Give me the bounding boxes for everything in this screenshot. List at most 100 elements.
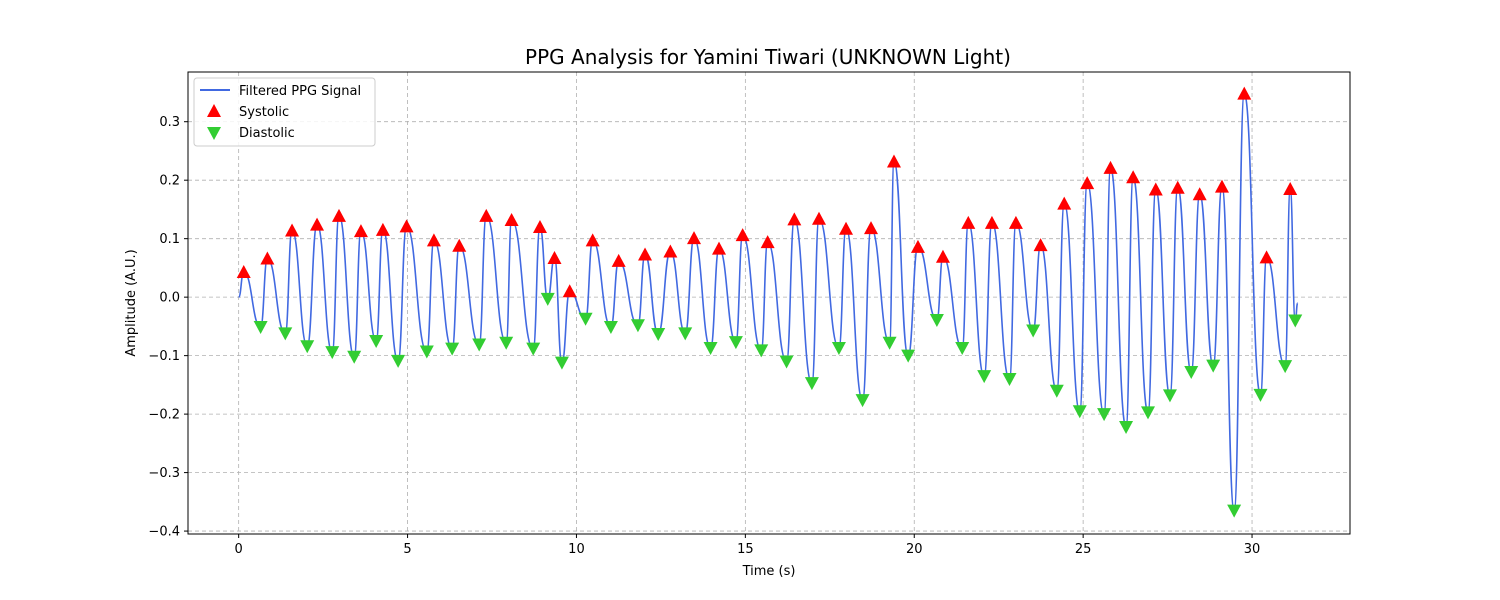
systolic-marker <box>910 239 925 253</box>
diastolic-marker <box>678 327 693 341</box>
systolic-marker <box>532 219 547 233</box>
x-tick-label: 15 <box>737 542 754 557</box>
diastolic-marker <box>1227 504 1242 518</box>
legend-label-signal: Filtered PPG Signal <box>239 84 361 99</box>
systolic-marker <box>331 208 346 222</box>
diastolic-marker <box>804 377 819 391</box>
systolic-marker <box>1192 187 1207 201</box>
y-tick-label: 0.0 <box>159 291 180 306</box>
legend-label-diastolic: Diastolic <box>239 126 295 141</box>
diastolic-marker <box>855 394 870 408</box>
systolic-marker <box>1259 250 1274 264</box>
diastolic-marker <box>977 370 992 384</box>
diastolic-marker <box>603 320 618 334</box>
systolic-marker <box>611 253 626 267</box>
diastolic-marker <box>703 342 718 356</box>
systolic-marker <box>285 223 300 237</box>
y-axis-title: Amplitude (A.U.) <box>124 249 139 356</box>
systolic-marker <box>375 222 390 236</box>
diastolic-marker <box>831 342 846 356</box>
markers-layer <box>236 86 1303 518</box>
x-tick-label: 30 <box>1244 542 1261 557</box>
systolic-marker <box>1214 179 1229 193</box>
systolic-marker <box>1283 181 1298 195</box>
diastolic-marker <box>754 344 769 358</box>
diastolic-marker <box>369 335 384 349</box>
diastolic-marker <box>1206 359 1221 373</box>
y-axis: −0.4 −0.3 −0.2 −0.1 0.0 0.1 0.2 0.3 <box>148 115 188 540</box>
x-axis: 0 5 10 15 20 25 30 <box>235 534 1261 557</box>
systolic-marker <box>712 241 727 255</box>
systolic-marker <box>1008 215 1023 229</box>
legend: Filtered PPG Signal Systolic Diastolic <box>193 77 376 147</box>
x-axis-title: Time (s) <box>742 564 796 579</box>
systolic-marker <box>562 284 577 298</box>
diastolic-marker <box>1288 314 1303 328</box>
systolic-marker <box>935 249 950 263</box>
diastolic-marker <box>578 312 593 326</box>
diastolic-marker <box>300 340 315 354</box>
diastolic-marker <box>526 342 541 356</box>
x-tick-label: 0 <box>235 542 243 557</box>
diastolic-marker <box>1278 360 1293 374</box>
systolic-marker <box>585 233 600 247</box>
diastolic-marker <box>728 336 743 350</box>
y-tick-label: −0.4 <box>148 525 180 540</box>
diastolic-marker <box>278 327 293 341</box>
systolic-marker <box>353 224 368 238</box>
legend-systolic-marker <box>207 104 221 117</box>
systolic-marker <box>452 238 467 252</box>
systolic-marker <box>663 244 678 258</box>
diastolic-marker <box>1141 406 1156 420</box>
diastolic-marker <box>540 292 555 306</box>
systolic-marker <box>811 211 826 225</box>
y-tick-label: −0.2 <box>148 408 180 423</box>
y-tick-label: 0.2 <box>159 174 180 189</box>
signal-line <box>237 92 1299 512</box>
systolic-marker <box>1080 176 1095 190</box>
systolic-marker <box>426 233 441 247</box>
systolic-marker <box>1126 170 1141 184</box>
systolic-marker <box>236 265 251 279</box>
legend-box <box>193 77 376 147</box>
systolic-marker <box>735 228 750 242</box>
diastolic-marker <box>955 342 970 356</box>
diastolic-marker <box>554 356 569 370</box>
diastolic-marker <box>391 354 406 368</box>
systolic-marker <box>399 219 414 233</box>
diastolic-marker <box>1026 324 1041 338</box>
diastolic-marker <box>472 338 487 352</box>
diastolic-marker <box>325 346 340 360</box>
systolic-marker <box>310 217 325 231</box>
diastolic-marker <box>1253 388 1268 402</box>
diastolic-marker <box>499 336 514 350</box>
legend-label-systolic: Systolic <box>239 105 289 120</box>
chart-title: PPG Analysis for Yamini Tiwari (UNKNOWN … <box>525 45 1011 69</box>
systolic-marker <box>687 231 702 245</box>
diastolic-marker <box>1184 366 1199 380</box>
y-tick-label: 0.3 <box>159 115 180 130</box>
systolic-marker <box>864 221 879 235</box>
plot-frame <box>187 71 1351 535</box>
systolic-marker <box>787 212 802 226</box>
y-tick-label: −0.3 <box>148 466 180 481</box>
systolic-marker <box>984 215 999 229</box>
x-tick-label: 10 <box>568 542 585 557</box>
systolic-marker <box>504 212 519 226</box>
diastolic-marker <box>1049 384 1064 398</box>
systolic-marker <box>1057 196 1072 210</box>
diastolic-marker <box>901 349 916 363</box>
diastolic-marker <box>882 336 897 350</box>
signal-layer <box>237 92 1299 512</box>
x-tick-label: 20 <box>906 542 923 557</box>
systolic-marker <box>479 208 494 222</box>
systolic-marker <box>1033 238 1048 252</box>
systolic-marker <box>961 215 976 229</box>
diastolic-marker <box>929 313 944 327</box>
systolic-marker <box>760 235 775 249</box>
systolic-marker <box>547 250 562 264</box>
x-tick-label: 5 <box>403 542 411 557</box>
diastolic-marker <box>1002 373 1017 387</box>
diastolic-marker <box>1097 408 1112 422</box>
